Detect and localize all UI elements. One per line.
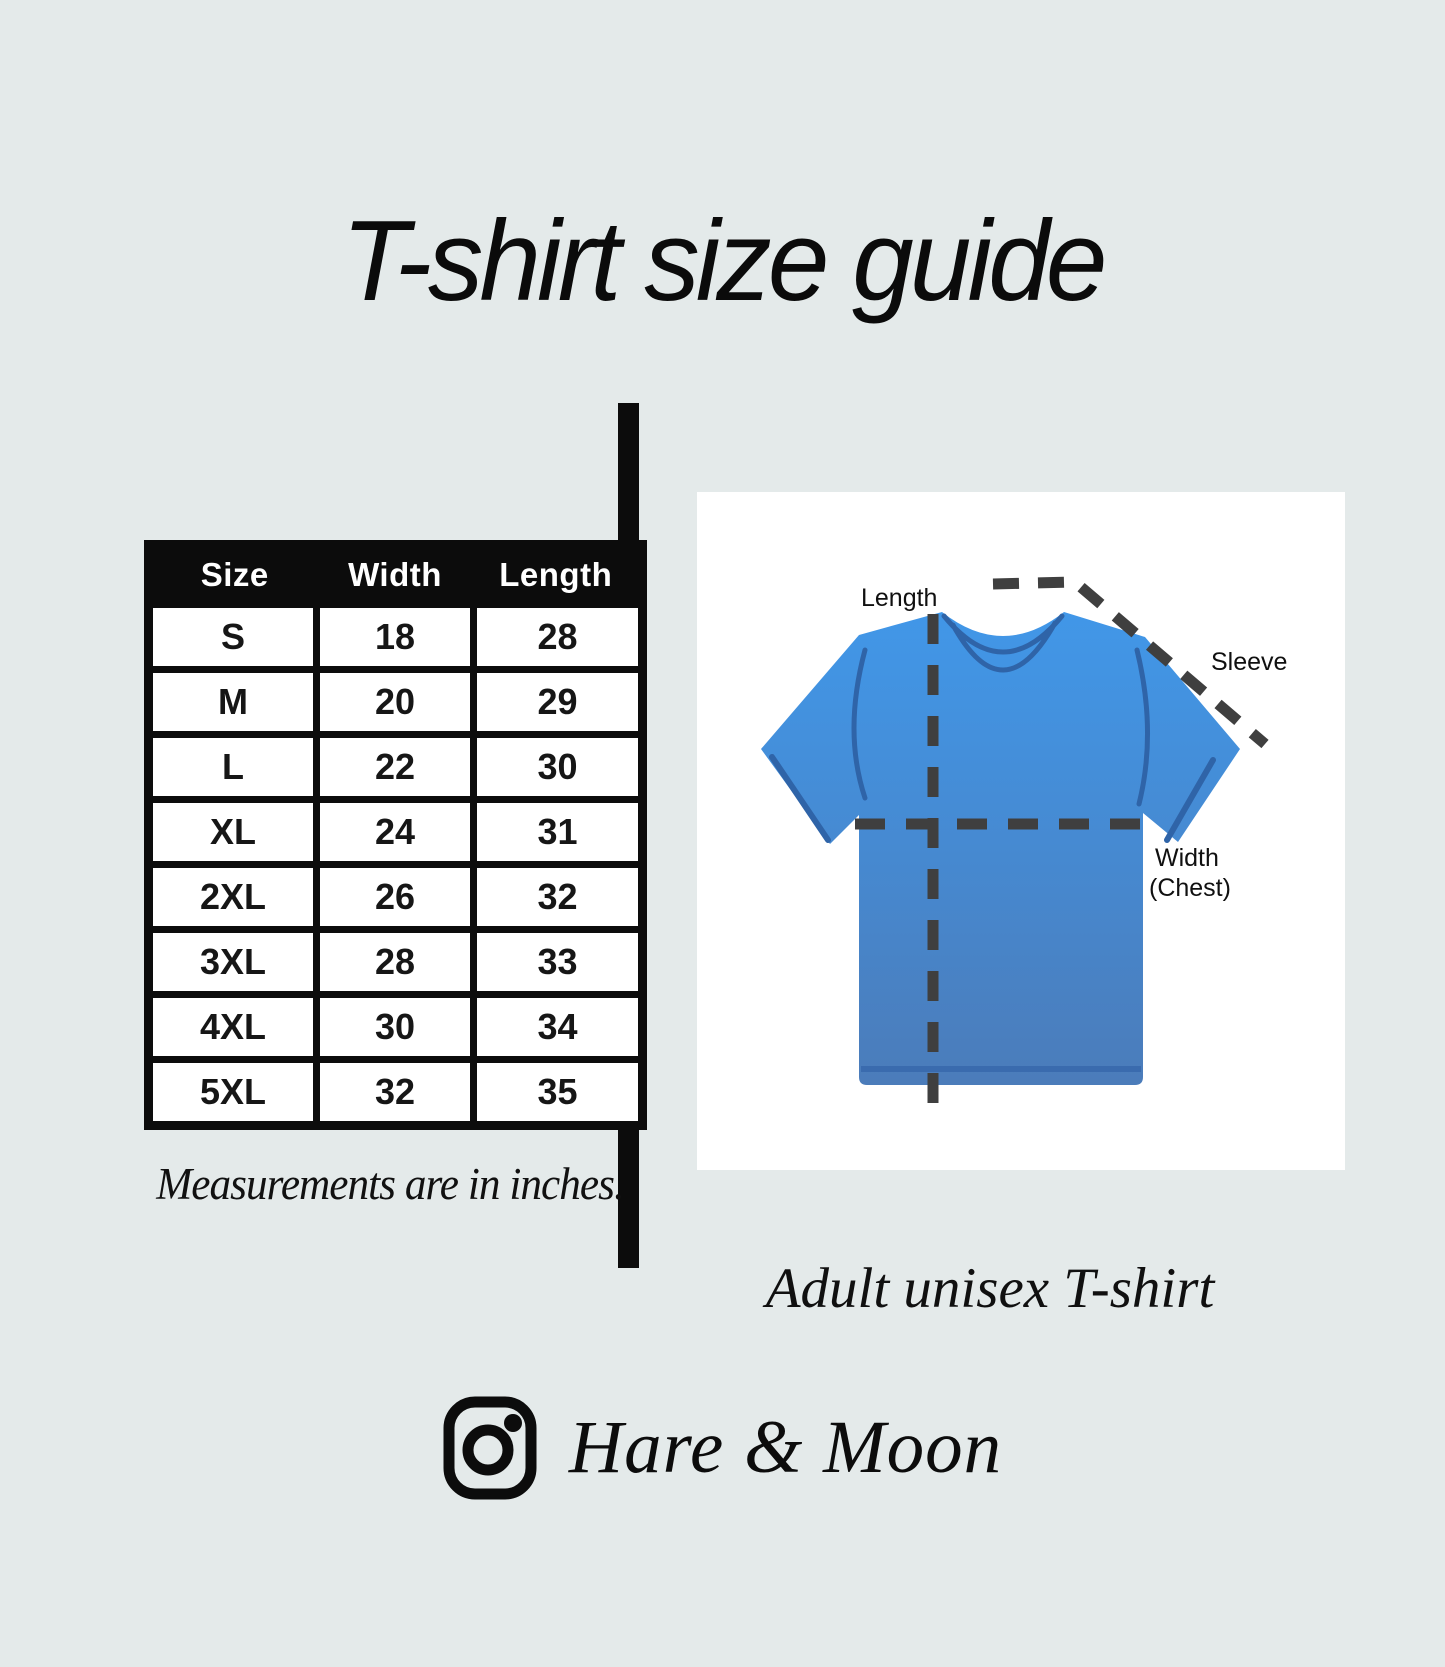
table-cell: 32 xyxy=(313,1056,477,1129)
table-cell: 2XL xyxy=(145,861,320,933)
table-cell: 20 xyxy=(313,666,477,738)
tshirt-diagram: Length Sleeve Width (Chest) xyxy=(697,492,1345,1170)
right-sleeve-seam xyxy=(1134,647,1151,807)
table-row: L 22 30 xyxy=(145,731,646,803)
table-row: 5XL 32 35 xyxy=(145,1056,646,1129)
sleeve-label: Sleeve xyxy=(1211,648,1287,676)
table-cell: 33 xyxy=(470,926,646,998)
page-title: T-shirt size guide xyxy=(341,198,1108,325)
footer: Hare & Moon xyxy=(0,1396,1445,1500)
length-label: Length xyxy=(861,584,937,612)
size-table: Size Width Length S 18 28 M 20 29 L 22 30 XL 24 31 2… xyxy=(144,540,647,1130)
table-cell: 18 xyxy=(313,601,477,673)
table-cell: M xyxy=(145,666,320,738)
table-cell: 34 xyxy=(470,991,646,1063)
width-label-line2: (Chest) xyxy=(1149,874,1231,902)
figure-caption: Adult unisex T-shirt xyxy=(765,1257,1215,1320)
table-cell: 35 xyxy=(470,1056,646,1129)
table-row: 4XL 30 34 xyxy=(145,991,646,1063)
table-cell: 3XL xyxy=(145,926,320,998)
table-cell: 26 xyxy=(313,861,477,933)
table-row: 2XL 26 32 xyxy=(145,861,646,933)
table-cell: 31 xyxy=(470,796,646,868)
table-cell: S xyxy=(145,601,320,673)
table-row: S 18 28 xyxy=(145,601,646,673)
right-cuff-seam xyxy=(1164,757,1216,843)
table-cell: 24 xyxy=(313,796,477,868)
table-row: XL 24 31 xyxy=(145,796,646,868)
sleeve-measure-line xyxy=(992,576,1269,749)
table-cell: 4XL xyxy=(145,991,320,1063)
tshirt-illustration: Length Sleeve Width (Chest) xyxy=(761,576,1287,1104)
table-cell: 30 xyxy=(313,991,477,1063)
collar-seam xyxy=(941,613,1065,673)
table-cell: 28 xyxy=(470,601,646,673)
table-row: 3XL 28 33 xyxy=(145,926,646,998)
table-row: M 20 29 xyxy=(145,666,646,738)
left-sleeve-seam xyxy=(851,647,868,801)
table-cell: L xyxy=(145,731,320,803)
brand-name: Hare & Moon xyxy=(568,1406,1003,1489)
column-header-width: Width xyxy=(316,544,474,605)
tshirt-shape xyxy=(761,612,1240,1085)
instagram-icon xyxy=(443,1396,537,1500)
measurement-note: Measurements are in inches. xyxy=(156,1159,625,1209)
table-header-row: Size Width Length xyxy=(148,544,643,605)
table-cell: 22 xyxy=(313,731,477,803)
table-cell: 32 xyxy=(470,861,646,933)
column-header-size: Size xyxy=(148,544,317,605)
table-cell: 29 xyxy=(470,666,646,738)
size-table-container: Size Width Length S 18 28 M 20 29 L 22 30 XL 24 31 2… xyxy=(144,540,647,1130)
table-cell: 5XL xyxy=(145,1056,320,1129)
table-cell: 28 xyxy=(313,926,477,998)
column-header-length: Length xyxy=(473,544,643,605)
left-cuff-seam xyxy=(769,754,831,843)
table-cell: 30 xyxy=(470,731,646,803)
width-label-line1: Width xyxy=(1155,844,1219,872)
table-cell: XL xyxy=(145,796,320,868)
